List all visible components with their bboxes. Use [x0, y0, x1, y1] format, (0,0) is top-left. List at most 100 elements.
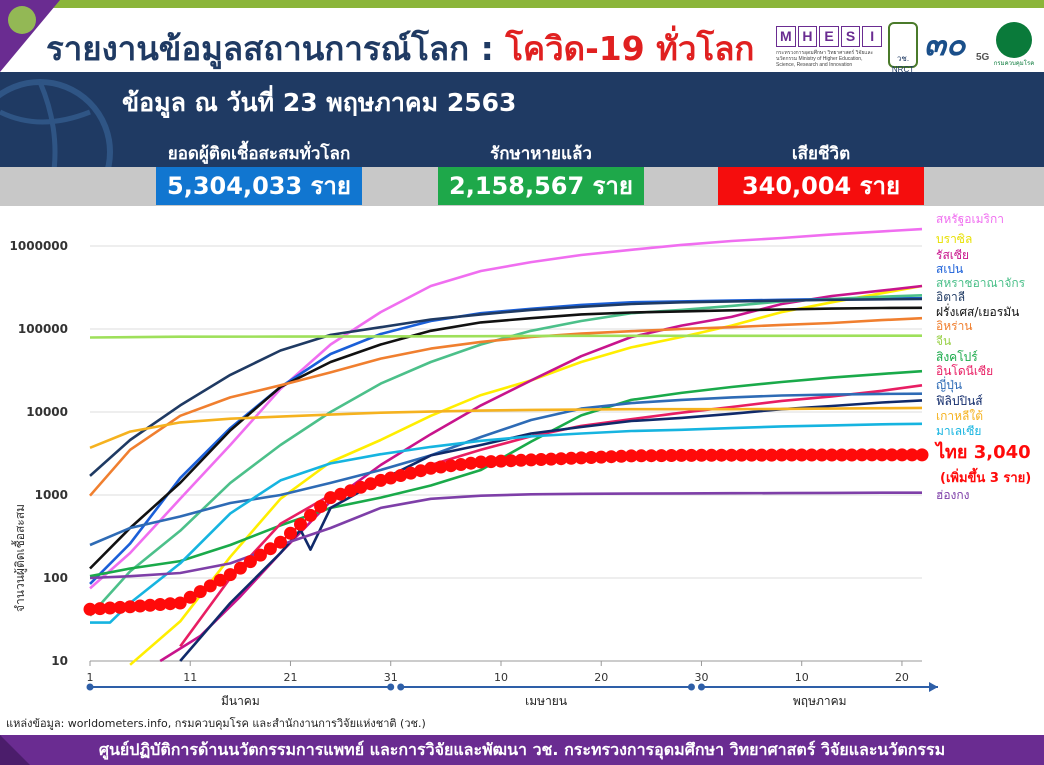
thailand-marker	[304, 508, 317, 522]
month-label: เมษายน	[525, 694, 567, 708]
report-date: ข้อมูล ณ วันที่ 23 พฤษภาคม 2563	[122, 88, 517, 117]
mhesi-letter: H	[797, 26, 818, 47]
thailand-marker	[735, 448, 749, 462]
thailand-marker	[674, 448, 688, 462]
thailand-marker	[93, 602, 107, 616]
thailand-marker	[855, 448, 869, 462]
thailand-marker	[454, 458, 468, 471]
thailand-marker	[83, 602, 97, 616]
thailand-marker	[464, 456, 478, 470]
thailand-marker	[444, 459, 458, 473]
thailand-marker	[344, 484, 358, 498]
x-tick-label: 31	[384, 671, 398, 684]
thailand-marker	[684, 448, 698, 462]
x-tick-label: 10	[494, 671, 508, 684]
thailand-marker	[324, 491, 338, 505]
thailand-marker	[745, 448, 759, 462]
thailand-marker	[123, 600, 137, 614]
series-line	[89, 406, 923, 450]
month-span-arrow	[929, 682, 938, 692]
thailand-marker	[504, 454, 518, 468]
thailand-marker	[895, 448, 909, 462]
stat-caption-infected: ยอดผู้ติดเชื้อสะสมทั่วโลก	[167, 144, 351, 164]
x-tick-label: 30	[694, 671, 708, 684]
top-accent-bar	[0, 0, 1044, 8]
thailand-marker	[634, 449, 648, 463]
dds-emblem-icon	[996, 22, 1032, 58]
thailand-marker	[404, 466, 418, 480]
series-label: ฟิลิปปินส์	[936, 394, 983, 408]
stat-caption-deaths: เสียชีวิต	[791, 144, 851, 164]
series-line	[89, 306, 923, 570]
series-label: อินโดนีเซีย	[936, 364, 993, 378]
y-tick-label: 100	[43, 571, 68, 585]
mhesi-letter: S	[840, 26, 861, 47]
thailand-marker	[374, 473, 388, 487]
thailand-marker	[574, 451, 588, 465]
x-tick-label: 10	[795, 671, 809, 684]
mhesi-letter: I	[862, 26, 882, 47]
thailand-marker	[845, 448, 859, 462]
thailand-marker	[173, 596, 187, 610]
y-axis-ticks: 10 100 1000 10000 100000 1000000	[10, 239, 68, 668]
x-tick-label: 20	[594, 671, 608, 684]
thailand-marker	[624, 449, 638, 463]
y-tick-label: 10	[51, 654, 68, 668]
month-span-start-dot	[697, 683, 705, 691]
thailand-marker	[103, 601, 117, 615]
thailand-marker	[143, 598, 157, 612]
thailand-marker	[133, 599, 147, 613]
thailand-marker	[243, 555, 257, 569]
thailand-marker	[604, 450, 618, 464]
data-source-note: แหล่งข้อมูล: worldometers.info, กรมควบคุ…	[6, 717, 426, 730]
thailand-marker	[474, 455, 488, 469]
stat-caption-recovered: รักษาหายแล้ว	[490, 144, 592, 164]
y-tick-label: 1000	[35, 488, 68, 502]
thailand-marker	[785, 448, 799, 462]
dds-logo-text: กรมควบคุมโรค	[993, 61, 1035, 67]
x-tick-label: 1	[87, 671, 94, 684]
thailand-marker	[644, 449, 658, 463]
stat-value-infected: 5,304,033 ราย	[156, 167, 362, 205]
footer-bar: ศูนย์ปฏิบัติการด้านนวัตกรรมการแพทย์ และก…	[0, 735, 1044, 765]
thailand-marker	[183, 590, 197, 604]
series-line	[89, 334, 923, 339]
month-span-end-dot	[687, 683, 695, 691]
series-label: ไทย 3,040	[934, 441, 1031, 463]
x-tick-label: 20	[895, 671, 909, 684]
thailand-marker	[163, 597, 177, 611]
thirty-years-logo: ๓๐	[924, 26, 966, 62]
series-line	[129, 284, 923, 666]
thailand-markers	[83, 448, 929, 616]
thailand-marker	[484, 455, 498, 469]
thailand-marker	[334, 487, 348, 501]
thailand-marker	[755, 448, 769, 462]
series-line	[89, 227, 923, 590]
month-span-end-dot	[387, 683, 395, 691]
series-label: (เพิ่มขึ้น 3 ราย)	[940, 467, 1031, 486]
stat-value-deaths: 340,004 ราย	[718, 167, 924, 205]
thailand-marker	[193, 585, 207, 599]
thailand-marker	[384, 471, 398, 485]
thailand-marker	[805, 448, 819, 462]
series-label: ฮ่องกง	[936, 488, 970, 502]
series-label: สเปน	[936, 262, 963, 276]
series-line	[89, 297, 923, 477]
thailand-marker	[494, 454, 508, 468]
thailand-marker	[715, 448, 728, 462]
thailand-marker	[514, 453, 528, 467]
month-span-start-dot	[397, 683, 405, 691]
logo-strip: M H E S I กระทรวงการอุดมศึกษา วิทยาศาสตร…	[770, 22, 1040, 74]
thailand-marker	[695, 448, 708, 462]
dds-logo: กรมควบคุมโรค	[992, 22, 1036, 70]
x-tick-label: 21	[283, 671, 297, 684]
thailand-marker	[775, 448, 789, 462]
thailand-marker	[865, 448, 879, 462]
series-line	[89, 369, 923, 578]
footer-decoration	[0, 735, 30, 765]
thailand-marker	[815, 448, 829, 462]
thailand-marker	[434, 460, 448, 474]
summary-panel	[0, 72, 1044, 167]
month-label: มีนาคม	[221, 694, 260, 708]
thailand-marker	[725, 448, 738, 462]
